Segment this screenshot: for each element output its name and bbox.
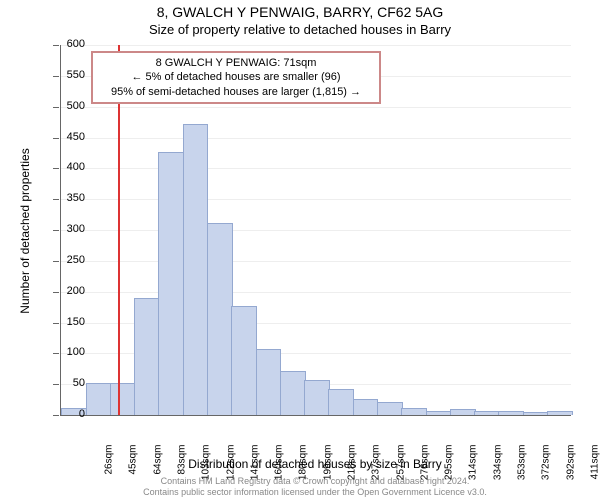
y-tick <box>53 292 59 293</box>
histogram-bar <box>401 408 427 415</box>
x-tick-label: 218sqm <box>347 445 358 485</box>
histogram-bar <box>353 399 379 415</box>
annotation-box: 8 GWALCH Y PENWAIG: 71sqm ← 5% of detach… <box>91 51 381 104</box>
x-tick-label: 103sqm <box>201 445 212 485</box>
gridline <box>61 107 571 108</box>
x-tick-label: 180sqm <box>298 445 309 485</box>
x-tick-label: 334sqm <box>492 445 503 485</box>
gridline <box>61 353 571 354</box>
y-tick <box>53 138 59 139</box>
x-tick-label: 276sqm <box>419 445 430 485</box>
histogram-bar <box>61 408 87 415</box>
gridline <box>61 384 571 385</box>
x-tick-label: 26sqm <box>104 445 115 485</box>
gridline <box>61 261 571 262</box>
title-sub: Size of property relative to detached ho… <box>0 22 600 37</box>
x-tick-label: 83sqm <box>177 445 188 485</box>
credit-line2: Contains public sector information licen… <box>60 487 570 498</box>
y-tick <box>53 261 59 262</box>
x-tick-label: 237sqm <box>371 445 382 485</box>
gridline <box>61 168 571 169</box>
chart-container: 8, GWALCH Y PENWAIG, BARRY, CF62 5AG Siz… <box>0 0 600 500</box>
histogram-bar <box>280 371 306 415</box>
histogram-bar <box>207 223 233 415</box>
histogram-bar <box>231 306 257 415</box>
histogram-bar <box>474 411 500 415</box>
gridline <box>61 199 571 200</box>
credit-line1: Contains HM Land Registry data © Crown c… <box>60 476 570 487</box>
plot-area: 8 GWALCH Y PENWAIG: 71sqm ← 5% of detach… <box>60 45 571 416</box>
x-tick-label: 160sqm <box>274 445 285 485</box>
gridline <box>61 138 571 139</box>
histogram-bar <box>377 402 403 415</box>
x-tick-label: 295sqm <box>444 445 455 485</box>
y-tick <box>53 323 59 324</box>
x-tick-label: 122sqm <box>225 445 236 485</box>
histogram-bar <box>134 298 160 415</box>
x-tick-label: 314sqm <box>468 445 479 485</box>
x-tick-label: 45sqm <box>128 445 139 485</box>
x-tick-label: 411sqm <box>589 445 600 485</box>
x-tick-label: 64sqm <box>152 445 163 485</box>
gridline <box>61 230 571 231</box>
gridline <box>61 45 571 46</box>
x-tick-label: 353sqm <box>517 445 528 485</box>
y-tick <box>53 76 59 77</box>
y-tick <box>53 415 59 416</box>
histogram-bar <box>523 412 549 415</box>
gridline <box>61 292 571 293</box>
annotation-line3: 95% of semi-detached houses are larger (… <box>101 85 371 99</box>
x-axis-title: Distribution of detached houses by size … <box>60 457 570 471</box>
x-tick-label: 257sqm <box>395 445 406 485</box>
histogram-bar <box>86 383 112 415</box>
title-main: 8, GWALCH Y PENWAIG, BARRY, CF62 5AG <box>0 4 600 20</box>
annotation-line2: ← 5% of detached houses are smaller (96) <box>101 70 371 84</box>
histogram-bar <box>426 411 452 415</box>
histogram-bar <box>547 411 573 415</box>
credit: Contains HM Land Registry data © Crown c… <box>60 476 570 498</box>
gridline <box>61 323 571 324</box>
histogram-bar <box>328 389 354 415</box>
x-tick-label: 141sqm <box>249 445 260 485</box>
y-tick <box>53 107 59 108</box>
x-tick-label: 372sqm <box>541 445 552 485</box>
y-tick <box>53 199 59 200</box>
histogram-bar <box>110 383 136 415</box>
x-tick-label: 392sqm <box>565 445 576 485</box>
histogram-bar <box>256 349 282 415</box>
y-tick <box>53 45 59 46</box>
histogram-bar <box>450 409 476 415</box>
x-tick-label: 199sqm <box>322 445 333 485</box>
y-tick <box>53 168 59 169</box>
histogram-bar <box>498 411 524 415</box>
histogram-bar <box>158 152 184 415</box>
histogram-bar <box>183 124 209 415</box>
y-tick <box>53 384 59 385</box>
histogram-bar <box>304 380 330 415</box>
y-tick <box>53 353 59 354</box>
y-axis-title: Number of detached properties <box>18 131 32 331</box>
y-tick <box>53 230 59 231</box>
annotation-line1: 8 GWALCH Y PENWAIG: 71sqm <box>101 56 371 70</box>
